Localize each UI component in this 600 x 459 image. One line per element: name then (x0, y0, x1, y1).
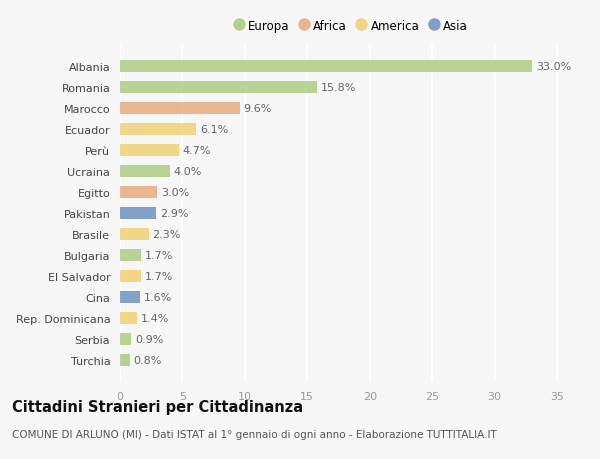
Text: 1.4%: 1.4% (141, 313, 170, 323)
Text: 3.0%: 3.0% (161, 188, 190, 197)
Bar (120, 103, 240, 114)
Text: Cittadini Stranieri per Cittadinanza: Cittadini Stranieri per Cittadinanza (12, 399, 303, 414)
Text: 15.8%: 15.8% (321, 83, 356, 93)
Bar (120, 270, 141, 282)
Text: 4.0%: 4.0% (173, 167, 202, 177)
Bar (120, 124, 196, 135)
Text: 0.8%: 0.8% (134, 355, 162, 365)
Text: COMUNE DI ARLUNO (MI) - Dati ISTAT al 1° gennaio di ogni anno - Elaborazione TUT: COMUNE DI ARLUNO (MI) - Dati ISTAT al 1°… (12, 429, 497, 439)
Bar (120, 333, 131, 345)
Text: 2.9%: 2.9% (160, 208, 188, 218)
Bar (120, 145, 179, 157)
Text: 6.1%: 6.1% (200, 125, 228, 134)
Text: 33.0%: 33.0% (536, 62, 571, 72)
Text: 1.7%: 1.7% (145, 250, 173, 260)
Bar (120, 166, 170, 177)
Bar (120, 229, 149, 240)
Text: 0.9%: 0.9% (135, 334, 163, 344)
Bar (120, 291, 140, 303)
Text: 4.7%: 4.7% (182, 146, 211, 156)
Bar (120, 313, 137, 324)
Bar (120, 207, 156, 219)
Bar (120, 354, 130, 366)
Text: 9.6%: 9.6% (244, 104, 272, 114)
Text: 1.6%: 1.6% (144, 292, 172, 302)
Text: 1.7%: 1.7% (145, 271, 173, 281)
Bar (120, 82, 317, 94)
Text: 2.3%: 2.3% (152, 230, 181, 239)
Bar (120, 250, 141, 261)
Bar (120, 187, 157, 198)
Bar (120, 61, 532, 73)
Legend: Europa, Africa, America, Asia: Europa, Africa, America, Asia (229, 15, 473, 37)
